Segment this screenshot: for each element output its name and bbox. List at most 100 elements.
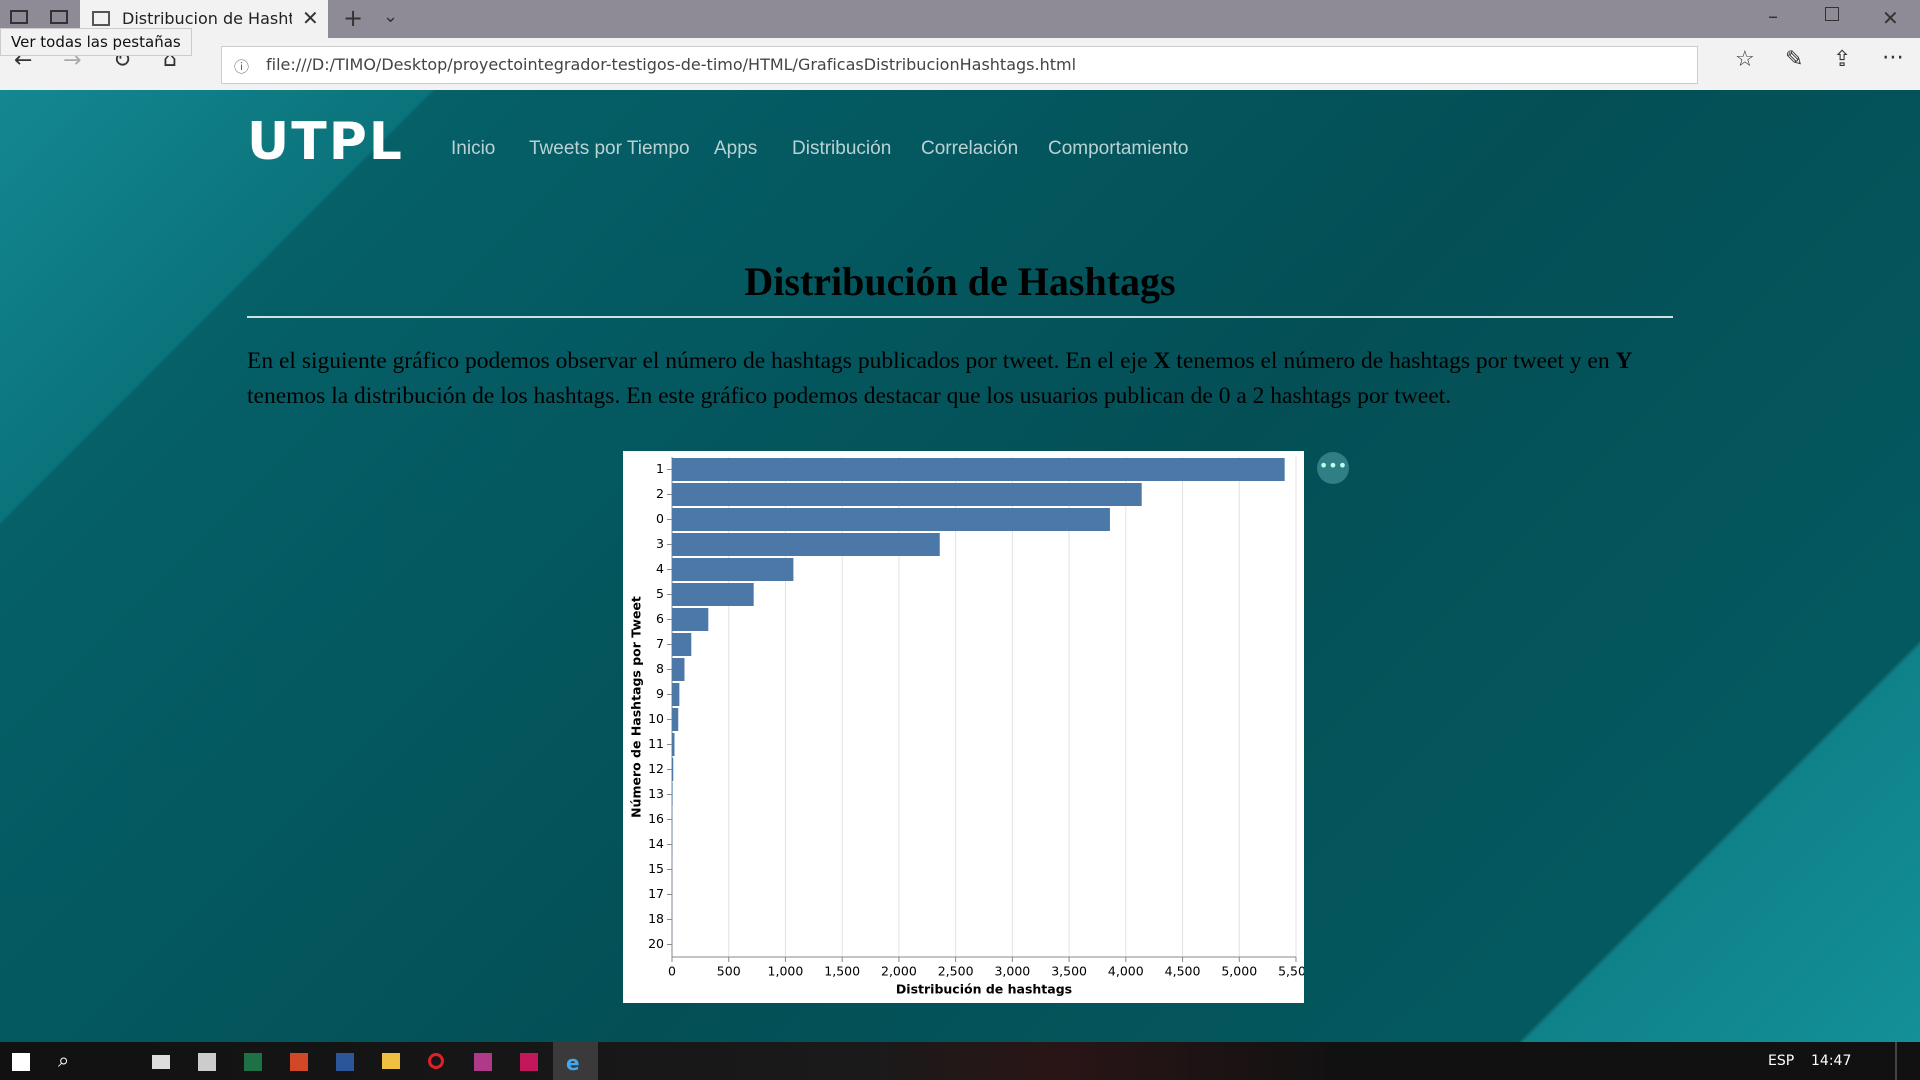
bar xyxy=(672,508,1110,531)
explorer-icon[interactable] xyxy=(382,1053,400,1069)
y-tick-label: 18 xyxy=(648,911,664,926)
favorites-hub[interactable]: ☆ xyxy=(1735,47,1755,72)
taskbar: ⌕ e xyxy=(0,1042,1920,1080)
x-tick-label: 0 xyxy=(668,964,676,979)
y-tick-label: 4 xyxy=(656,561,664,576)
nav-link[interactable]: Apps xyxy=(714,138,758,159)
text: tenemos la distribución de los hashtags.… xyxy=(247,383,1452,409)
y-tick-label: 10 xyxy=(648,711,664,726)
nav-link[interactable]: Distribución xyxy=(792,138,892,159)
nav-link[interactable]: Comportamiento xyxy=(1048,138,1189,159)
minimize-button[interactable]: – xyxy=(1768,4,1778,28)
bold-text: Y xyxy=(1615,348,1633,374)
intellij-icon[interactable] xyxy=(520,1053,538,1071)
search-button[interactable]: ⌕ xyxy=(58,1048,70,1072)
text: tenemos el número de hashtags por tweet … xyxy=(1170,348,1616,374)
nav-link[interactable]: Correlación xyxy=(921,138,1019,159)
y-tick-label: 6 xyxy=(656,611,664,626)
tab-list-button[interactable]: ⌄ xyxy=(383,6,399,27)
opera-icon[interactable] xyxy=(428,1053,444,1069)
bar xyxy=(672,458,1285,481)
x-axis-title: Distribución de hashtags xyxy=(896,982,1072,997)
bar xyxy=(672,758,674,781)
bar xyxy=(672,483,1142,506)
url: file:///D:/TIMO/Desktop/proyectointegrad… xyxy=(266,55,1077,74)
more-button[interactable]: ⋯ xyxy=(1882,45,1904,70)
excel-icon[interactable] xyxy=(244,1053,262,1071)
tab-close[interactable]: ✕ xyxy=(302,6,319,30)
y-tick-label: 5 xyxy=(656,586,664,601)
share-button[interactable]: ⇪ xyxy=(1833,47,1852,72)
bar xyxy=(672,783,673,806)
mail-icon[interactable] xyxy=(152,1055,170,1069)
logo[interactable]: UTPL xyxy=(247,112,404,172)
bar xyxy=(672,683,680,706)
show-desktop[interactable] xyxy=(1895,1042,1897,1080)
tab-preview-button[interactable] xyxy=(10,10,28,24)
nav-link[interactable]: Tweets por Tiempo xyxy=(529,138,690,159)
bar xyxy=(672,558,794,581)
x-tick-label: 5,500 xyxy=(1278,964,1304,979)
bar xyxy=(672,733,675,756)
y-tick-label: 15 xyxy=(648,861,664,876)
y-tick-label: 1 xyxy=(656,461,664,476)
start-button[interactable] xyxy=(12,1053,30,1071)
site-info-icon[interactable]: ⓘ xyxy=(234,58,250,76)
x-tick-label: 2,000 xyxy=(881,964,917,979)
datagrip-icon[interactable] xyxy=(474,1053,492,1071)
tooltip: Ver todas las pestañas xyxy=(0,28,192,56)
bar xyxy=(672,658,685,681)
bar xyxy=(672,608,709,631)
y-tick-label: 0 xyxy=(656,511,664,526)
page-heading: Distribución de Hashtags xyxy=(744,259,1176,304)
x-tick-label: 4,000 xyxy=(1108,964,1144,979)
bar xyxy=(672,708,679,731)
text: En el siguiente gráfico podemos observar… xyxy=(247,348,1154,374)
chart-actions-button[interactable]: ••• xyxy=(1317,452,1349,484)
divider xyxy=(247,316,1673,318)
x-tick-label: 3,500 xyxy=(1051,964,1087,979)
x-tick-label: 500 xyxy=(717,964,741,979)
restore-button[interactable] xyxy=(1825,7,1839,21)
y-tick-label: 9 xyxy=(656,686,664,701)
y-tick-label: 17 xyxy=(648,886,664,901)
x-tick-label: 2,500 xyxy=(938,964,974,979)
word-icon[interactable] xyxy=(336,1053,354,1071)
address-bar[interactable] xyxy=(221,46,1698,84)
x-tick-label: 4,500 xyxy=(1165,964,1201,979)
y-tick-label: 20 xyxy=(648,936,664,951)
tab-bar: Distribucion de Hashtag ✕ + ⌄ – ✕ xyxy=(0,0,1920,38)
y-tick-label: 11 xyxy=(648,736,664,751)
tab-title: Distribucion de Hashtag xyxy=(122,9,292,28)
y-tick-label: 12 xyxy=(648,761,664,776)
edge-icon[interactable]: e xyxy=(553,1042,598,1080)
y-tick-label: 14 xyxy=(648,836,664,851)
powerpoint-icon[interactable] xyxy=(290,1053,308,1071)
paragraph: En el siguiente gráfico podemos observar… xyxy=(247,344,1677,414)
chart: 0 500 1,000 1,500 2,000 2,500 3,000 3,500 4,000 4… xyxy=(623,451,1304,1003)
y-tick-label: 16 xyxy=(648,811,664,826)
x-tick-label: 1,500 xyxy=(824,964,860,979)
bold-text: X xyxy=(1153,348,1171,374)
x-tick-label: 1,000 xyxy=(768,964,804,979)
y-tick-label: 13 xyxy=(648,786,664,801)
notes-button[interactable]: ✎ xyxy=(1785,47,1804,72)
tabs-aside-button[interactable] xyxy=(50,10,68,24)
close-button[interactable]: ✕ xyxy=(1882,6,1899,30)
clock[interactable]: 14:47 xyxy=(1811,1053,1852,1069)
y-tick-label: 7 xyxy=(656,636,664,651)
bar xyxy=(672,583,754,606)
tab-icon xyxy=(92,11,110,26)
y-tick-label: 8 xyxy=(656,661,664,676)
new-tab-button[interactable]: + xyxy=(343,4,364,32)
y-axis-title: Número de Hashtags por Tweet xyxy=(629,596,644,818)
language-indicator[interactable]: ESP xyxy=(1768,1053,1795,1069)
y-tick-label: 2 xyxy=(656,486,664,501)
nav-link[interactable]: Inicio xyxy=(451,138,496,159)
x-tick-label: 3,000 xyxy=(994,964,1030,979)
store-icon[interactable] xyxy=(198,1053,216,1071)
bar xyxy=(672,533,940,556)
bar xyxy=(672,633,692,656)
